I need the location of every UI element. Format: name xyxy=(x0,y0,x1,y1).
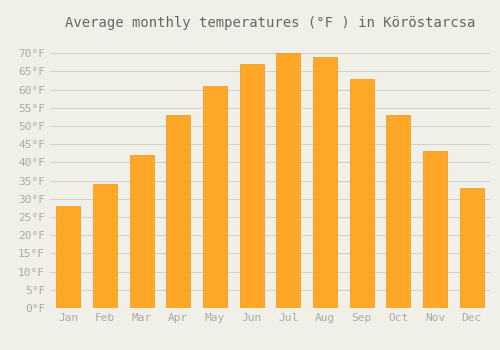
Bar xyxy=(93,184,117,308)
Bar xyxy=(313,57,337,308)
Bar xyxy=(56,206,80,308)
Bar xyxy=(386,115,410,308)
Title: Average monthly temperatures (°F ) in Köröstarcsa: Average monthly temperatures (°F ) in Kö… xyxy=(65,16,475,30)
Bar xyxy=(350,79,374,308)
Bar xyxy=(460,188,483,308)
Bar xyxy=(276,53,300,308)
Bar xyxy=(203,86,227,308)
Bar xyxy=(240,64,264,308)
Bar xyxy=(166,115,190,308)
Bar xyxy=(130,155,154,308)
Bar xyxy=(423,152,447,308)
